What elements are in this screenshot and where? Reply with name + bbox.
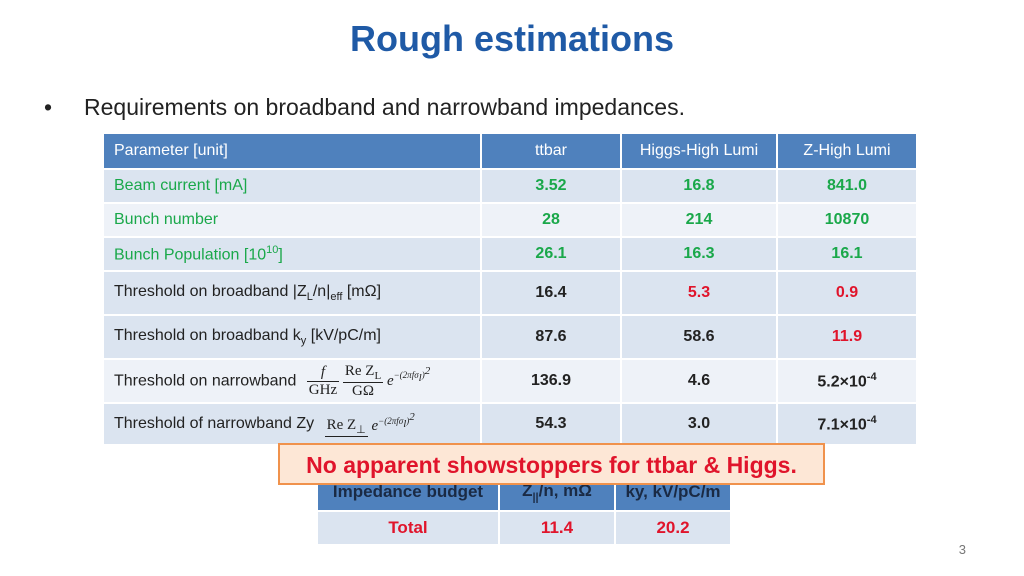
- fraction: Re ZL GΩ: [342, 362, 384, 400]
- formula-num: Re Z⊥: [324, 416, 368, 437]
- cell-ttbar: 54.3: [482, 404, 622, 446]
- cell-value: 7.1×10: [817, 416, 867, 434]
- formula-exponent: −(2πfσl)2: [393, 365, 431, 384]
- bullet-text: Requirements on broadband and narrowband…: [84, 94, 685, 120]
- cell-z: 10870: [778, 204, 918, 238]
- table-row: Bunch Population [1010] 26.1 16.3 16.1: [104, 238, 918, 272]
- table-row: Threshold of narrowband Zy Re Z⊥ e−(2πfσ…: [104, 404, 918, 446]
- formula-sub: ⊥: [356, 423, 366, 436]
- cell-ttbar: 3.52: [482, 170, 622, 204]
- narrowband-formula: Re Z⊥ e−(2πfσl)2: [324, 411, 415, 437]
- cell-z: 7.1×10-4: [778, 404, 918, 446]
- row-label: Bunch number: [104, 204, 482, 238]
- formula-num: Re ZL: [342, 362, 384, 383]
- fraction: Re Z⊥: [324, 416, 368, 437]
- formula-den: GΩ: [352, 382, 375, 399]
- formula-sup: 2: [409, 411, 415, 424]
- parameters-table: Parameter [unit] ttbar Higgs-High Lumi Z…: [104, 134, 918, 446]
- formula-exponent: −(2πfσl)2: [378, 411, 415, 430]
- showstopper-callout: No apparent showstoppers for ttbar & Hig…: [278, 443, 825, 485]
- label-sub: y: [300, 335, 307, 348]
- table-row: Threshold on broadband ky [kV/pC/m] 87.6…: [104, 316, 918, 360]
- formula-e: e: [386, 372, 394, 389]
- label-part: Threshold of narrowband Zy: [114, 415, 315, 433]
- header-part: /n, mΩ: [538, 480, 592, 500]
- cell-z: 841.0: [778, 170, 918, 204]
- cell-higgs: 3.0: [622, 404, 778, 446]
- cell-ttbar: 26.1: [482, 238, 622, 272]
- row-label: Threshold on broadband |ZL/n|eff [mΩ]: [104, 272, 482, 316]
- table-row: Beam current [mA] 3.52 16.8 841.0: [104, 170, 918, 204]
- budget-total-z: 11.4: [500, 512, 616, 546]
- row-label: Threshold of narrowband Zy Re Z⊥ e−(2πfσ…: [104, 404, 482, 446]
- table-row: Bunch number 28 214 10870: [104, 204, 918, 238]
- label-sup: 10: [266, 243, 279, 256]
- cell-z: 0.9: [778, 272, 918, 316]
- slide-title: Rough estimations: [349, 18, 675, 59]
- cell-sup: -4: [866, 413, 877, 426]
- budget-total-label: Total: [318, 512, 500, 546]
- formula-text: ): [406, 416, 410, 427]
- row-label: Threshold on narrowband f GHz Re ZL GΩ e−(…: [104, 360, 482, 404]
- cell-ttbar: 28: [482, 204, 622, 238]
- cell-value: 5.2×10: [817, 373, 867, 391]
- formula-text: −(2πfσ: [378, 416, 404, 427]
- formula-sub: l: [418, 372, 422, 385]
- cell-ttbar: 16.4: [482, 272, 622, 316]
- formula-den: GHz: [308, 381, 338, 398]
- formula-sup: 2: [424, 365, 431, 378]
- cell-higgs: 214: [622, 204, 778, 238]
- table-row: Threshold on narrowband f GHz Re ZL GΩ e−(…: [104, 360, 918, 404]
- page-number: 3: [958, 542, 966, 557]
- formula-text: −(2πfσ: [393, 370, 419, 381]
- header-sub: ||: [532, 491, 539, 504]
- header-parameter: Parameter [unit]: [104, 134, 482, 170]
- cell-higgs: 16.8: [622, 170, 778, 204]
- label-part: ]: [278, 246, 283, 264]
- label-part: Bunch Population [10: [114, 246, 267, 264]
- label-part: Threshold on broadband k: [114, 326, 301, 344]
- narrowband-formula: f GHz Re ZL GΩ e−(2πfσl)2: [306, 362, 431, 400]
- formula-e: e: [371, 418, 379, 435]
- table-header-row: Parameter [unit] ttbar Higgs-High Lumi Z…: [104, 134, 918, 170]
- row-label: Beam current [mA]: [104, 170, 482, 204]
- formula-text: ): [421, 370, 425, 381]
- cell-z: 11.9: [778, 316, 918, 360]
- label-part: Threshold on narrowband: [114, 372, 297, 390]
- formula-num: f: [306, 364, 340, 382]
- header-higgs: Higgs-High Lumi: [622, 134, 778, 170]
- header-z: Z-High Lumi: [778, 134, 918, 170]
- cell-ttbar: 87.6: [482, 316, 622, 360]
- cell-sup: -4: [866, 370, 877, 383]
- formula-text: Re Z: [344, 362, 375, 379]
- header-part: Z: [522, 480, 533, 500]
- label-sub: eff: [330, 291, 343, 304]
- cell-z: 5.2×10-4: [778, 360, 918, 404]
- header-ttbar: ttbar: [482, 134, 622, 170]
- label-part: [mΩ]: [342, 282, 382, 300]
- label-part: /n|: [312, 282, 331, 300]
- bullet-dot: •: [44, 94, 53, 120]
- cell-higgs: 5.3: [622, 272, 778, 316]
- formula-text: Re Z: [326, 416, 357, 433]
- budget-total-ky: 20.2: [616, 512, 732, 546]
- label-part: [kV/pC/m]: [306, 326, 381, 344]
- formula-sub: L: [374, 369, 382, 382]
- table-row: Threshold on broadband |ZL/n|eff [mΩ] 16…: [104, 272, 918, 316]
- bullet-item: • Requirements on broadband and narrowban…: [44, 94, 685, 121]
- budget-row: Total 11.4 20.2: [318, 512, 732, 546]
- label-part: Threshold on broadband |Z: [114, 282, 307, 300]
- cell-higgs: 4.6: [622, 360, 778, 404]
- row-label: Threshold on broadband ky [kV/pC/m]: [104, 316, 482, 360]
- row-label: Bunch Population [1010]: [104, 238, 482, 272]
- cell-higgs: 58.6: [622, 316, 778, 360]
- formula-sub: l: [403, 418, 407, 431]
- cell-ttbar: 136.9: [482, 360, 622, 404]
- cell-z: 16.1: [778, 238, 918, 272]
- cell-higgs: 16.3: [622, 238, 778, 272]
- fraction: f GHz: [306, 364, 340, 399]
- label-sub: L: [306, 291, 313, 304]
